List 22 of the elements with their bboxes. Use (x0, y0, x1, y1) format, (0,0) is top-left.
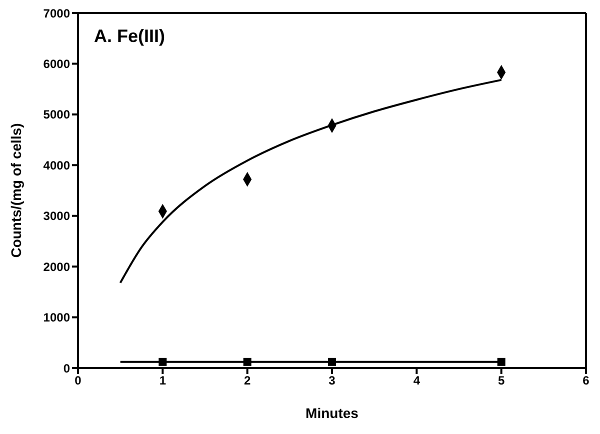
x-tick-label: 3 (328, 374, 336, 388)
x-tick-label: 1 (159, 374, 166, 388)
point (328, 358, 336, 366)
x-tick-label: 0 (74, 374, 82, 388)
x-tick-label: 5 (498, 374, 505, 388)
y-tick-label: 3000 (43, 209, 70, 224)
point (497, 358, 506, 366)
point (243, 358, 252, 366)
y-tick-label: 1000 (43, 310, 70, 325)
x-tick-label: 4 (413, 374, 420, 388)
y-tick-label: 2000 (43, 260, 70, 274)
y-tick-label: 5000 (43, 108, 70, 122)
annotation: A. Fe(III) (94, 26, 166, 46)
x-axis-title: Minutes (306, 405, 359, 421)
y-tick-label: 6000 (43, 56, 70, 71)
x-tick-label: 6 (582, 374, 590, 388)
y-axis-title: Counts/(mg of cells) (8, 123, 24, 258)
y-tick-label: 7000 (43, 6, 70, 20)
y-tick-label: 0 (63, 361, 70, 376)
point (158, 358, 167, 366)
x-tick-label: 2 (244, 374, 251, 388)
y-tick-label: 4000 (43, 158, 70, 172)
